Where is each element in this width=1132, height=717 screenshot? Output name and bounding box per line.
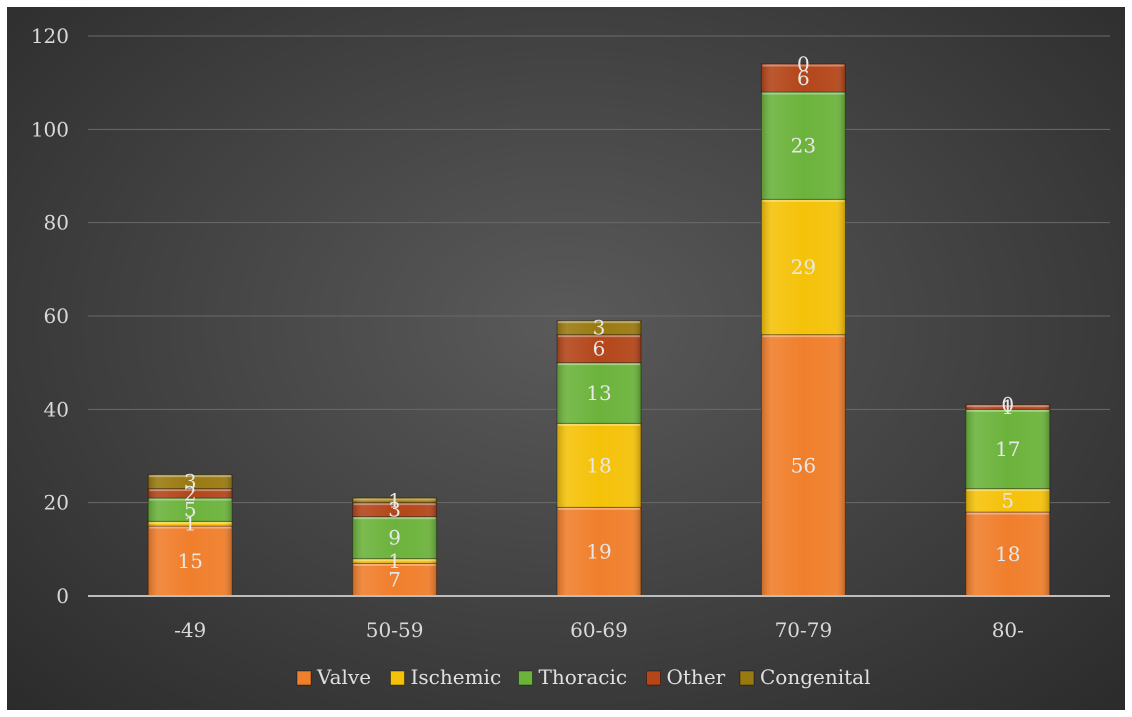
bar-shine [557,423,641,508]
gridlines [88,35,1110,504]
y-tick-label: 120 [31,24,69,48]
bar-shine [352,498,437,503]
data-label: 2 [184,481,197,505]
y-axis-ticks: 0 20 40 60 80 100 120 [31,24,69,608]
legend-item-ischemic: Ischemic [390,665,502,689]
data-label: 56 [791,453,816,477]
data-label: 18 [995,542,1020,566]
bar-shine [557,320,641,335]
bar-shine [352,516,437,559]
bar-shine [965,404,1050,410]
data-label: 3 [388,498,401,522]
data-label: 17 [995,437,1020,461]
legend-swatch [739,670,755,686]
legend: Valve Ischemic Thoracic Other Congenital [296,665,871,689]
legend-label: Other [667,665,726,689]
x-tick-label: 70-79 [775,618,833,642]
bar-shine [761,334,846,596]
legend-swatch [296,670,312,686]
bar-shine [965,488,1050,512]
legend-item-valve: Valve [296,665,371,689]
bars [147,63,1051,597]
bar-shine [148,498,233,522]
legend-item-congenital: Congenital [739,665,871,689]
data-label: 29 [791,255,816,279]
bar-shine [352,558,437,564]
y-tick-label: 40 [44,397,69,421]
data-label: 5 [1001,488,1014,512]
data-label: 23 [791,134,816,158]
y-tick-label: 20 [44,491,69,515]
legend-label: Congenital [760,665,871,689]
bar-shine [352,502,437,517]
bar-shine [148,474,233,489]
data-label: 7 [388,568,401,592]
x-tick-label: 60-69 [570,618,628,642]
legend-swatch [518,670,533,686]
bar-shine [148,488,233,498]
data-label: 3 [593,316,606,340]
data-label: 9 [388,526,401,550]
y-tick-label: 100 [31,117,69,141]
bar-shine [557,362,641,424]
chart-area: 0 20 40 60 80 100 120 -49 50-59 60-69 70-79 80- 15… [7,7,1125,710]
bar-shine [557,507,641,596]
data-label: 19 [586,540,611,564]
data-label: 18 [586,453,611,477]
bar-shine [557,334,641,363]
x-tick-label: -49 [174,618,206,642]
y-tick-label: 80 [44,211,69,235]
bar-shine [761,92,846,200]
legend-swatch [390,670,405,686]
legend-label: Ischemic [411,665,502,689]
legend-swatch [646,670,661,686]
data-label: 1 [388,488,401,512]
y-tick-label: 0 [56,584,69,608]
bar-shine [965,512,1050,596]
bar-shine [148,526,233,596]
bar-shine [148,521,233,526]
bar-shine [761,64,846,92]
data-label: 1 [184,512,197,536]
data-label: 0 [1001,393,1014,417]
data-label: 5 [184,498,197,522]
bar-shine [761,199,846,335]
bar-shine [352,563,437,596]
data-label: 1 [388,549,401,573]
x-axis-ticks: -49 50-59 60-69 70-79 80- [174,618,1024,642]
bar-shine [965,409,1050,489]
x-tick-label: 50-59 [366,618,424,642]
data-label: 15 [177,549,202,573]
data-label: 1 [1001,395,1014,419]
data-label: 13 [586,381,611,405]
legend-item-thoracic: Thoracic [518,665,628,689]
legend-item-other: Other [646,665,726,689]
data-label: 6 [593,337,606,361]
data-label: 3 [184,470,197,494]
legend-label: Thoracic [539,665,628,689]
y-tick-label: 60 [44,304,69,328]
data-label: 0 [797,52,810,76]
legend-label: Valve [316,665,371,689]
x-tick-label: 80- [992,618,1024,642]
data-label: 6 [797,66,810,90]
